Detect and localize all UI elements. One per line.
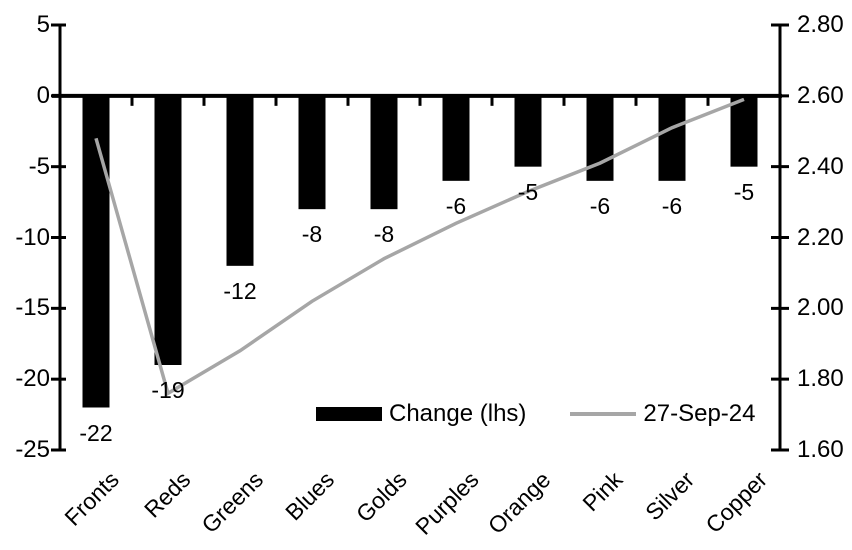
bar-value-label: -6 (661, 192, 683, 219)
left-axis-tick-label: -20 (15, 365, 50, 393)
left-axis-tick-label: 5 (36, 11, 50, 38)
bar-copper (730, 95, 758, 167)
bar-value-label: -12 (223, 277, 257, 304)
legend: Change (lhs) 27-Sep-24 (316, 400, 755, 428)
right-axis-tick-label: 1.60 (797, 436, 844, 463)
right-axis-tick-label: 2.60 (797, 81, 844, 109)
right-axis-tick-label: 2.80 (797, 11, 844, 38)
left-axis-tick-label: -10 (15, 223, 50, 251)
bar-value-label: -5 (517, 178, 539, 205)
legend-bar-series-label: Change (lhs) (389, 400, 527, 427)
bar-value-label: -6 (445, 192, 467, 219)
line-series (94, 97, 745, 396)
bar-golds (370, 95, 398, 210)
bar-orange (514, 95, 542, 167)
bar-value-label: -5 (733, 178, 755, 205)
left-axis-tick-label: 0 (36, 81, 50, 109)
left-axis-tick-label: -15 (15, 294, 50, 322)
bar-reds (154, 95, 182, 365)
bar-value-label: -6 (589, 192, 611, 219)
left-axis-tick-label: -25 (15, 436, 50, 463)
right-axis-tick-label: 2.40 (797, 152, 844, 180)
bar-value-label: -19 (151, 377, 185, 403)
legend-bar-swatch (316, 407, 382, 421)
right-axis-tick-label: 2.20 (797, 223, 844, 251)
left-axis-tick-label: -5 (28, 152, 50, 180)
bar-greens (226, 95, 254, 266)
bar-purples (442, 95, 470, 181)
bar-value-label: -8 (301, 221, 323, 248)
bar-value-label: -8 (373, 221, 395, 248)
legend-line-swatch (570, 412, 637, 416)
bar-fronts (82, 95, 110, 408)
right-axis-tick-label: 1.80 (797, 365, 844, 393)
bar-silver (658, 95, 686, 181)
bar-blues (298, 95, 326, 210)
legend-line-series-label: 27-Sep-24 (643, 400, 756, 427)
right-axis-tick-label: 2.00 (797, 294, 844, 322)
bar-value-label: -22 (79, 419, 113, 446)
